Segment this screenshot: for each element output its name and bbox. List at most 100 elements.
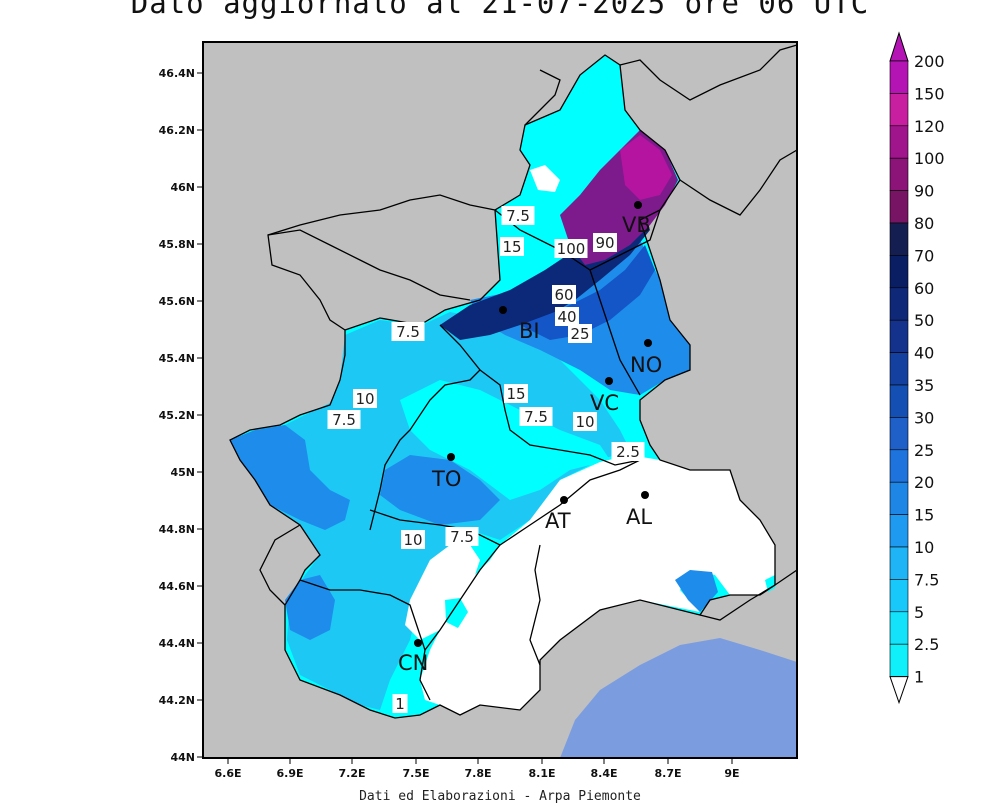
city-label: CN [398, 651, 428, 675]
contour-label-box [445, 527, 479, 546]
city-marker [499, 306, 507, 314]
contour-label: 60 [554, 286, 573, 304]
lat-tick-label: 44.6N [159, 580, 195, 593]
colorbar-label: 30 [914, 408, 934, 427]
city-marker [605, 377, 613, 385]
city-label: VB [622, 213, 651, 237]
latitude-axis: 46.4N 46.2N 46N 45.8N 45.6N 45.4N 45.2N 45N 44.8… [159, 67, 203, 764]
contour-label: 90 [595, 234, 614, 252]
border-switzerland [267, 194, 496, 331]
credit-text: Dati ed Elaborazioni - Arpa Piemonte [359, 789, 641, 804]
colorbar-label: 200 [914, 52, 945, 71]
contour-label: 1 [395, 695, 405, 713]
nodata-south-east [420, 455, 775, 715]
colorbar-segment [889, 222, 909, 256]
lon-tick-label: 7.2E [338, 767, 365, 780]
city-marker [560, 496, 568, 504]
colorbar-segment [889, 579, 909, 613]
colorbar-segment [889, 125, 909, 159]
city-marker [641, 491, 649, 499]
lat-tick-label: 45.6N [159, 295, 195, 308]
border-to-cn [299, 579, 426, 651]
city-marker [644, 339, 652, 347]
colorbar-label: 15 [914, 506, 934, 525]
zone-20-30mm-southwest [285, 575, 335, 640]
contour-label-box [552, 285, 576, 304]
colorbar-segment [889, 60, 909, 94]
cyan-patch-east-2 [765, 575, 775, 592]
colorbar-segment [889, 546, 909, 580]
border-lombardia-east [679, 149, 798, 216]
city-marker [414, 639, 422, 647]
lon-tick-label: 8.7E [654, 767, 681, 780]
lat-tick-label: 45.2N [159, 409, 195, 422]
lat-tick-label: 46N [170, 181, 195, 194]
city-marker [447, 453, 455, 461]
cities: VB BI NO VC TO AT AL CN [398, 201, 662, 675]
colorbar-label: 70 [914, 246, 934, 265]
zone-120-200mm [620, 135, 672, 200]
contour-label-box [391, 322, 425, 341]
lon-tick-label: 9E [724, 767, 739, 780]
colorbar-segment [889, 384, 909, 418]
contour-label: 40 [557, 308, 576, 326]
city-label: VC [590, 391, 619, 415]
border-at-al [529, 544, 541, 666]
colorbar-label: 7.5 [914, 570, 939, 589]
border-to-at [369, 459, 641, 546]
colorbar-bottom-arrow [889, 676, 909, 705]
contour-label-box [555, 307, 579, 326]
contour-label: 2.5 [616, 443, 640, 461]
colorbar-label: 2.5 [914, 635, 939, 654]
border-cn-at [419, 544, 501, 701]
colorbar-segment [889, 319, 909, 353]
border-liguria [699, 569, 798, 621]
contour-label-box [573, 412, 597, 431]
colorbar-label: 10 [914, 538, 934, 557]
lon-tick-label: 6.6E [214, 767, 241, 780]
contour-label-box [501, 206, 535, 225]
city-label: AT [545, 509, 571, 533]
contour-label-box [519, 407, 553, 426]
cyan-patch-cuneo [445, 598, 468, 628]
border-bi-no [589, 269, 641, 396]
map-title: Dato aggiornato al 21-07-2025 ore 06 UTC [130, 0, 870, 20]
colorbar-segment [889, 93, 909, 127]
lat-tick-label: 45.4N [159, 352, 195, 365]
longitude-axis: 6.6E 6.9E 7.2E 7.5E 7.8E 8.1E 8.4E 8.7E 9E [214, 758, 740, 780]
city-label: BI [519, 319, 540, 343]
contour-label-box [568, 324, 592, 343]
contour-label-box [593, 233, 617, 252]
colorbar-segment [889, 190, 909, 224]
lat-tick-label: 44.8N [159, 523, 195, 536]
lon-tick-label: 8.1E [528, 767, 555, 780]
colorbar-label: 120 [914, 117, 945, 136]
nodata-cuneo [405, 545, 480, 640]
contour-label: 15 [502, 238, 521, 256]
colorbar-top-arrow [889, 31, 909, 62]
sea-area [560, 638, 797, 758]
city-label: NO [630, 353, 662, 377]
contour-label-box [611, 442, 645, 461]
lon-tick-label: 8.4E [590, 767, 617, 780]
colorbar-label: 5 [914, 603, 924, 622]
colorbar-label: 1 [914, 668, 924, 687]
colorbar-segment [889, 611, 909, 645]
colorbar-label: 80 [914, 214, 934, 233]
contour-label: 10 [403, 531, 422, 549]
nodata-patch-north [530, 165, 560, 192]
colorbar-segment [889, 287, 909, 321]
city-marker [634, 201, 642, 209]
contour-label: 25 [570, 325, 589, 343]
colorbar-segment [889, 417, 909, 451]
border-valle-aosta [267, 229, 471, 301]
colorbar-segment [889, 352, 909, 386]
zone-20-30mm-west [230, 425, 350, 530]
contour-label: 7.5 [524, 408, 548, 426]
city-label: AL [626, 505, 652, 529]
lat-tick-label: 45.8N [159, 238, 195, 251]
colorbar-segment [889, 643, 909, 677]
lat-tick-label: 44N [170, 751, 195, 764]
lon-tick-label: 7.8E [464, 767, 491, 780]
